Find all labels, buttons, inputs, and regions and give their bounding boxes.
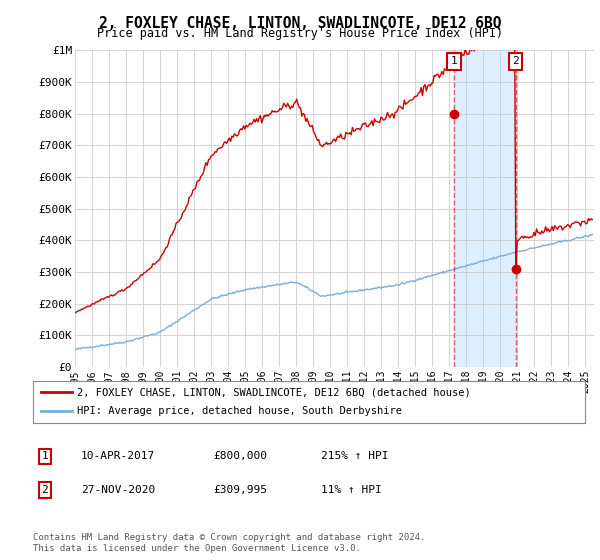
Text: 215% ↑ HPI: 215% ↑ HPI [321, 451, 389, 461]
Text: HPI: Average price, detached house, South Derbyshire: HPI: Average price, detached house, Sout… [77, 407, 402, 417]
Text: 27-NOV-2020: 27-NOV-2020 [81, 485, 155, 495]
Text: Contains HM Land Registry data © Crown copyright and database right 2024.
This d: Contains HM Land Registry data © Crown c… [33, 533, 425, 553]
Text: 1: 1 [451, 57, 457, 67]
Text: 11% ↑ HPI: 11% ↑ HPI [321, 485, 382, 495]
Text: 2, FOXLEY CHASE, LINTON, SWADLINCOTE, DE12 6BQ: 2, FOXLEY CHASE, LINTON, SWADLINCOTE, DE… [99, 16, 501, 31]
Bar [454, 50, 516, 367]
Text: 1: 1 [41, 451, 49, 461]
Text: 2: 2 [41, 485, 49, 495]
Text: 2: 2 [512, 57, 519, 67]
Text: £800,000: £800,000 [213, 451, 267, 461]
Text: £309,995: £309,995 [213, 485, 267, 495]
Text: Price paid vs. HM Land Registry's House Price Index (HPI): Price paid vs. HM Land Registry's House … [97, 27, 503, 40]
Text: 2, FOXLEY CHASE, LINTON, SWADLINCOTE, DE12 6BQ (detached house): 2, FOXLEY CHASE, LINTON, SWADLINCOTE, DE… [77, 387, 471, 397]
Text: 10-APR-2017: 10-APR-2017 [81, 451, 155, 461]
